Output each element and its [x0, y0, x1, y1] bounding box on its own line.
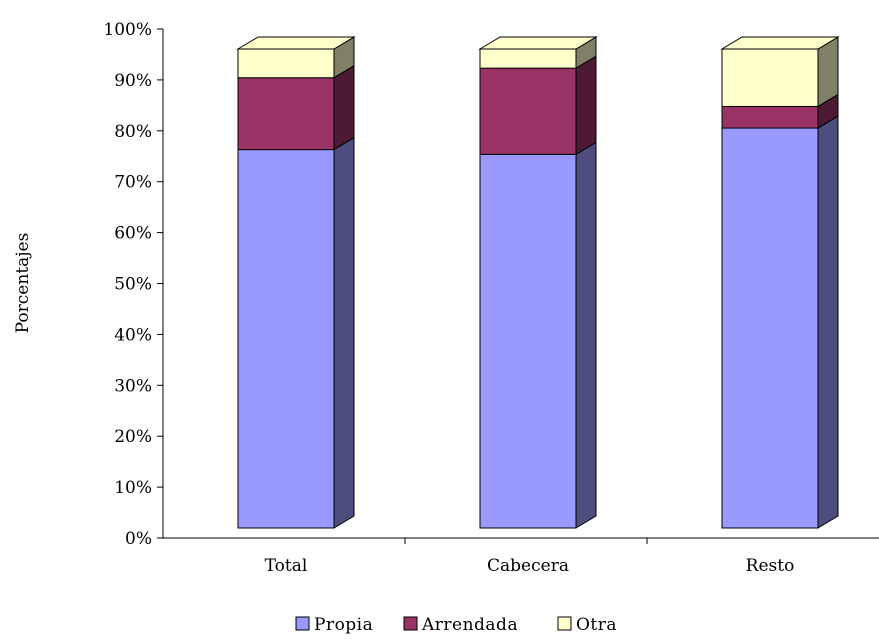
- y-tick-label: 20%: [114, 427, 152, 447]
- legend-label: Arrendada: [421, 615, 518, 635]
- bar-segment: [721, 48, 819, 107]
- y-tick-label: 90%: [114, 71, 152, 91]
- chart-bars: [236, 36, 840, 529]
- bar-segment: [721, 105, 819, 129]
- y-tick-label: 0%: [125, 529, 152, 549]
- bar-side: [333, 136, 355, 529]
- bar-stack: [236, 36, 356, 529]
- y-tick-label: 10%: [114, 478, 152, 498]
- legend: Propia Arrendada Otra: [295, 615, 617, 635]
- bar-segment: [237, 149, 335, 529]
- legend-swatch: [295, 616, 310, 631]
- bar-segment: [479, 153, 577, 529]
- y-axis-label: Porcentajes: [13, 233, 33, 334]
- x-category-labels: Total Cabecera Resto: [265, 556, 795, 576]
- legend-swatch: [403, 616, 418, 631]
- bar-stack: [720, 36, 840, 529]
- bar-side: [575, 55, 597, 156]
- bar-segment: [479, 48, 577, 69]
- y-tick-label: 50%: [114, 275, 152, 295]
- legend-label: Otra: [576, 615, 617, 635]
- x-category-label: Total: [265, 556, 308, 576]
- chart-axes: [157, 28, 879, 544]
- legend-label: Propia: [314, 615, 373, 635]
- bar-segment: [237, 48, 335, 79]
- bar-segment: [479, 67, 577, 155]
- bar-side: [817, 115, 839, 529]
- y-tick-label: 30%: [114, 376, 152, 396]
- y-tick-label: 100%: [103, 20, 152, 40]
- y-tick-label: 70%: [114, 173, 152, 193]
- bar-stack: [478, 36, 598, 529]
- y-tick-labels: 0% 10% 20% 30% 40% 50% 60% 70% 80% 90% 100%: [103, 20, 152, 549]
- y-tick-label: 40%: [114, 325, 152, 345]
- bar-segment: [721, 127, 819, 529]
- bar-side: [333, 64, 355, 151]
- bar-side: [575, 141, 597, 529]
- x-category-label: Resto: [746, 556, 795, 576]
- y-tick-label: 80%: [114, 122, 152, 142]
- x-category-label: Cabecera: [487, 556, 569, 576]
- y-tick-label: 60%: [114, 224, 152, 244]
- bar-segment: [237, 77, 335, 151]
- bar-top: [236, 36, 356, 50]
- bar-top: [720, 36, 840, 50]
- legend-swatch: [557, 616, 572, 631]
- bar-top: [478, 36, 598, 50]
